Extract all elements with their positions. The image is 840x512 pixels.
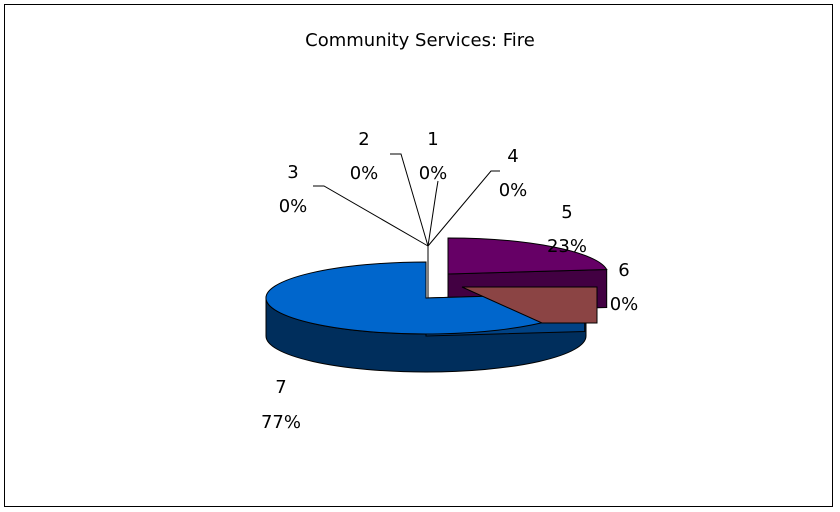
pie-top-5 bbox=[447, 237, 608, 275]
pie-slice-6 bbox=[461, 286, 598, 324]
leader-line-3 bbox=[313, 185, 429, 247]
slice-label-6-name: 6 bbox=[618, 260, 629, 281]
leader-lines bbox=[313, 153, 500, 298]
leader-line-1 bbox=[427, 180, 439, 247]
slice-label-2-name: 2 bbox=[358, 129, 369, 150]
slice-label-4-percent: 0% bbox=[499, 180, 528, 201]
pie-slices bbox=[265, 237, 608, 373]
slice-label-1-name: 1 bbox=[427, 129, 438, 150]
slice-label-2-percent: 0% bbox=[350, 163, 379, 184]
chart-title: Community Services: Fire bbox=[305, 30, 535, 51]
slice-label-7-name: 7 bbox=[275, 377, 286, 398]
slice-label-5-name: 5 bbox=[561, 202, 572, 223]
chart-area bbox=[4, 4, 833, 507]
slice-label-3-name: 3 bbox=[287, 162, 298, 183]
leader-line-2 bbox=[390, 153, 429, 247]
slice-label-5-percent: 23% bbox=[547, 236, 587, 257]
slice-label-1-percent: 0% bbox=[419, 163, 448, 184]
slice-label-3-percent: 0% bbox=[279, 196, 308, 217]
leader-line-4 bbox=[427, 170, 500, 247]
slice-label-4-name: 4 bbox=[507, 146, 518, 167]
slice-label-7-percent: 77% bbox=[261, 412, 301, 433]
slice-label-6-percent: 0% bbox=[610, 294, 639, 315]
